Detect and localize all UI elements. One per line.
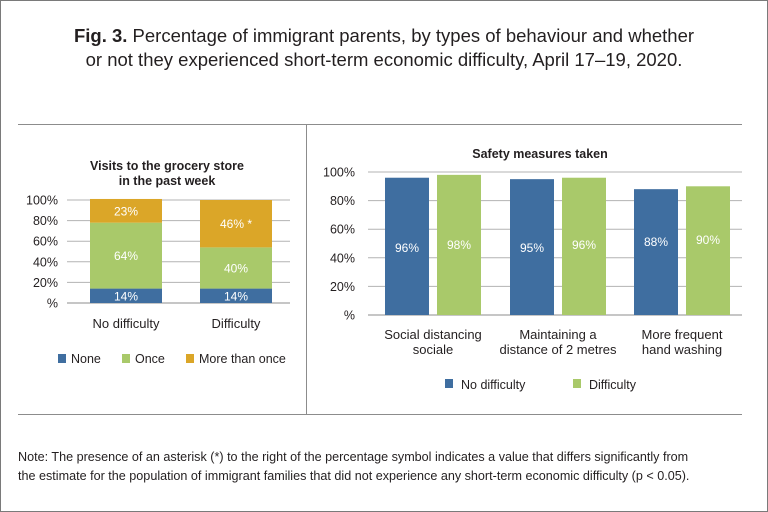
panel-divider xyxy=(306,124,307,414)
figure-title-line-2: or not they experienced short-term econo… xyxy=(85,49,683,70)
figure-title: Fig. 3. Percentage of immigrant parents,… xyxy=(40,24,728,72)
category-label: hand washing xyxy=(642,342,722,357)
category-label: distance of 2 metres xyxy=(499,342,617,357)
top-divider xyxy=(18,124,742,125)
y-tick-label: 40% xyxy=(33,255,58,269)
bar-no-difficulty-maintaining-a-distance-of-2-metres xyxy=(510,179,554,315)
bar-more-than-once-difficulty xyxy=(200,200,272,248)
chart-title-left: Visits to the grocery store xyxy=(90,159,244,173)
bar-no-difficulty-more-frequent-hand-washing xyxy=(634,189,678,315)
figure-title-line-1: Percentage of immigrant parents, by type… xyxy=(132,25,695,46)
data-label: 95% xyxy=(520,241,544,255)
legend-label-no-difficulty: No difficulty xyxy=(461,378,526,392)
bar-difficulty-social-distancing-sociale xyxy=(437,174,481,315)
bar-no-difficulty-social-distancing-sociale xyxy=(385,177,429,315)
y-tick-label: 20% xyxy=(33,276,58,290)
legend-label-none: None xyxy=(71,352,101,366)
data-label: 64% xyxy=(114,249,138,263)
category-label: Difficulty xyxy=(212,316,261,331)
category-label: No difficulty xyxy=(93,316,160,331)
y-tick-label: 60% xyxy=(330,223,355,237)
y-tick-label: 100% xyxy=(26,194,58,208)
y-tick-label: 40% xyxy=(330,251,355,265)
category-label: Maintaining a xyxy=(519,327,597,342)
y-tick-label: % xyxy=(344,309,355,323)
bar-none-difficulty xyxy=(200,288,272,303)
data-label: 14% xyxy=(224,289,248,303)
y-tick-label: 20% xyxy=(330,280,355,294)
legend-label-difficulty: Difficulty xyxy=(589,378,637,392)
data-label: 88% xyxy=(644,235,668,249)
legend-swatch-difficulty xyxy=(573,379,581,388)
y-tick-label: 100% xyxy=(323,166,355,180)
bar-once-difficulty xyxy=(200,247,272,289)
data-label: 96% xyxy=(395,241,419,255)
bar-difficulty-more-frequent-hand-washing xyxy=(686,186,730,315)
figure-label: Fig. 3. xyxy=(73,25,128,46)
legend-swatch-no-difficulty xyxy=(445,379,453,388)
chart-title-right: Safety measures taken xyxy=(472,147,608,161)
category-label: More frequent xyxy=(642,327,723,342)
footnote: Note: The presence of an asterisk (*) to… xyxy=(18,448,758,486)
bar-difficulty-maintaining-a-distance-of-2-metres xyxy=(562,177,606,315)
chart-title-left: in the past week xyxy=(119,174,216,188)
y-tick-label: 60% xyxy=(33,235,58,249)
legend-swatch-more-than-once xyxy=(186,354,194,363)
legend-swatch-none xyxy=(58,354,66,363)
data-label: 96% xyxy=(572,238,596,252)
data-label: 46% * xyxy=(220,217,252,231)
y-tick-label: 80% xyxy=(330,194,355,208)
data-label: 90% xyxy=(696,233,720,247)
legend-label-once: Once xyxy=(135,352,165,366)
data-label: 40% xyxy=(224,261,248,275)
category-label: Social distancing xyxy=(384,327,482,342)
y-tick-label: 80% xyxy=(33,214,58,228)
footnote-line-2: the estimate for the population of immig… xyxy=(18,469,690,483)
data-label: 14% xyxy=(114,289,138,303)
data-label: 23% xyxy=(114,204,138,218)
category-label: sociale xyxy=(413,342,453,357)
legend-label-more-than-once: More than once xyxy=(199,352,286,366)
legend-swatch-once xyxy=(122,354,130,363)
bar-once-no-difficulty xyxy=(90,222,162,289)
bottom-divider xyxy=(18,414,742,415)
footnote-line-1: Note: The presence of an asterisk (*) to… xyxy=(18,450,689,464)
y-tick-label: % xyxy=(47,297,58,311)
bar-more-than-once-no-difficulty xyxy=(90,198,162,223)
bar-none-no-difficulty xyxy=(90,288,162,303)
data-label: 98% xyxy=(447,238,471,252)
